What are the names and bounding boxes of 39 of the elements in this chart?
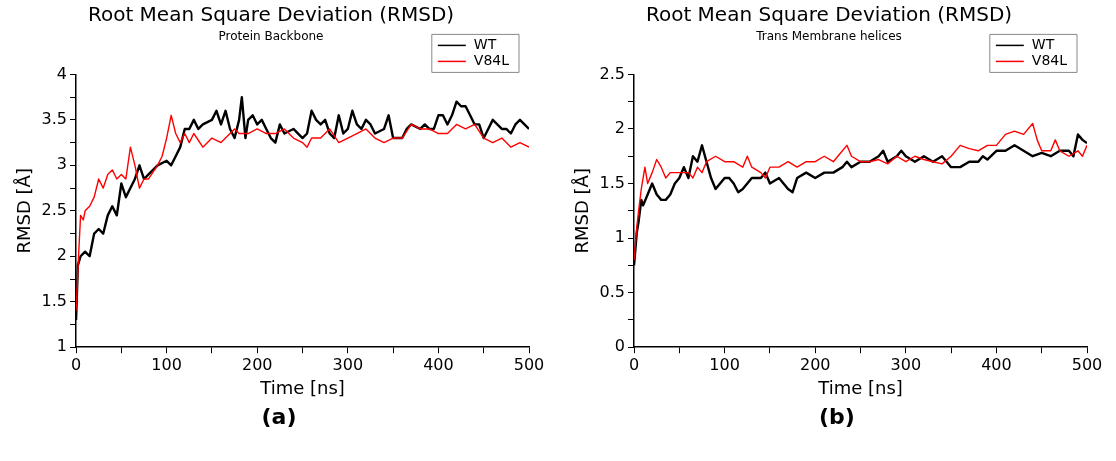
x-tick-label: 500	[1071, 354, 1103, 374]
y-tick-label: 1.5	[41, 290, 68, 310]
y-tick-label: 2	[56, 245, 68, 265]
chart-title: Root Mean Square Deviation (RMSD)	[645, 2, 1013, 27]
x-tick-label: 0	[628, 354, 640, 374]
text: (b)	[819, 404, 855, 429]
x-tick-label: 300	[890, 354, 922, 374]
y-axis-title: RMSD [Å]	[571, 168, 593, 254]
x-tick-label: 0	[70, 354, 82, 374]
y-tick-label: 2.5	[599, 63, 626, 83]
legend-label: WT	[473, 36, 497, 53]
legend-label: WT	[1031, 36, 1055, 53]
y-tick-label: 3.5	[41, 109, 68, 129]
chart-title: Root Mean Square Deviation (RMSD)	[87, 2, 455, 27]
y-tick-label: 0	[614, 336, 626, 356]
x-tick-label: 500	[513, 354, 545, 374]
chart-subtitle: Trans Membrane helices	[755, 29, 902, 44]
x-tick-label: 100	[709, 354, 740, 374]
x-tick-label: 300	[332, 354, 364, 374]
legend-label: V84L	[473, 52, 510, 69]
x-tick-label: 100	[151, 354, 182, 374]
legend-label: V84L	[1031, 52, 1068, 69]
x-tick-label: 400	[423, 354, 454, 374]
x-tick-label: 400	[981, 354, 1012, 374]
y-tick-label: 3	[56, 154, 68, 174]
x-axis-title: Time [ns]	[817, 376, 903, 398]
y-tick-label: 0.5	[599, 281, 626, 301]
y-tick-label: 1	[56, 336, 68, 356]
x-axis-title: Time [ns]	[259, 376, 345, 398]
x-tick-label: 200	[241, 354, 273, 374]
y-axis-title: RMSD [Å]	[13, 168, 35, 254]
y-tick-label: 1	[614, 227, 626, 247]
y-tick-label: 2	[614, 118, 626, 138]
y-tick-label: 2.5	[41, 199, 68, 219]
text: (a)	[261, 404, 297, 429]
x-tick-label: 200	[799, 354, 831, 374]
y-tick-label: 4	[56, 63, 68, 83]
y-tick-label: 1.5	[599, 172, 626, 192]
chart-subtitle: Protein Backbone	[218, 29, 324, 44]
